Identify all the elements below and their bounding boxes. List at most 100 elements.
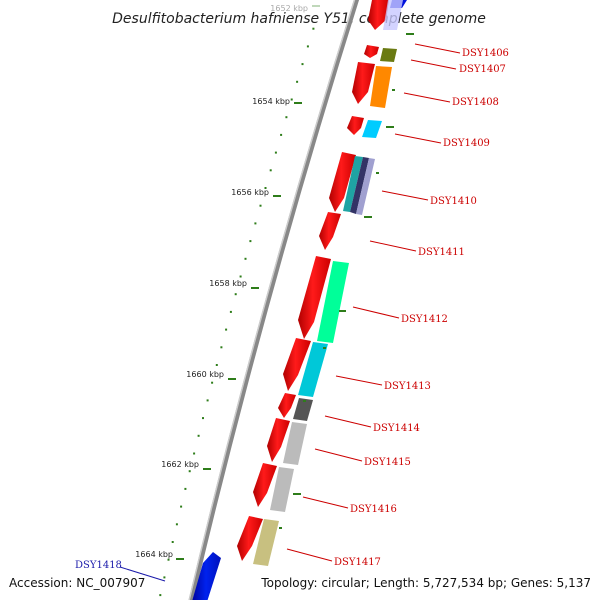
gene-label[interactable]: DSY1411 xyxy=(418,247,465,258)
forward-genes xyxy=(237,0,389,561)
track-dot xyxy=(306,45,309,48)
track-dot xyxy=(259,204,262,207)
track-dot xyxy=(301,63,304,66)
track-dot xyxy=(206,399,209,402)
cog-block-DSY1410-b[interactable] xyxy=(350,157,369,214)
gene-arrow-DSY1409[interactable] xyxy=(347,116,364,135)
reverse-gene-arrow[interactable] xyxy=(191,552,221,600)
track-dot xyxy=(197,434,200,437)
gene-label[interactable]: DSY1407 xyxy=(459,64,506,75)
track-dot xyxy=(188,470,191,473)
track-dot xyxy=(202,417,204,420)
scale-marks: 1652 kbp 1654 kbp 1656 kbp 1658 kbp 1660… xyxy=(135,4,320,560)
genome-backbone xyxy=(188,0,360,600)
track-dot xyxy=(229,310,232,313)
track-dot xyxy=(249,240,252,243)
gene-arrow-DSY1411[interactable] xyxy=(319,212,341,250)
track-dot xyxy=(234,293,237,296)
track-dot xyxy=(244,257,247,260)
track-dot xyxy=(193,452,196,455)
track-dot xyxy=(184,487,187,490)
gene-label[interactable]: DSY1410 xyxy=(430,196,477,207)
reverse-gene-leader xyxy=(119,566,166,582)
scale-label: 1660 kbp xyxy=(186,370,224,379)
cog-block-DSY1414[interactable] xyxy=(293,398,313,421)
gene-labels xyxy=(286,43,461,562)
track-dot xyxy=(269,169,272,172)
cog-block-DSY1406[interactable] xyxy=(380,48,397,62)
track-dot xyxy=(264,187,267,189)
scale-label: 1656 kbp xyxy=(231,188,269,197)
track-dot xyxy=(296,80,299,83)
track-dot xyxy=(180,505,183,508)
track-dot xyxy=(239,275,242,278)
gene-label[interactable]: DSY1412 xyxy=(401,314,448,325)
cog-block-DSY1416[interactable] xyxy=(270,467,294,512)
gene-arrow-partial[interactable] xyxy=(368,0,389,30)
scale-tick xyxy=(251,287,259,289)
cog-block-DSY1412[interactable] xyxy=(317,261,349,343)
gene-arrow-DSY1414[interactable] xyxy=(278,393,296,418)
track-dot xyxy=(225,328,228,331)
gene-label[interactable]: DSY1416 xyxy=(350,504,397,515)
genome-backbone-highlight xyxy=(188,0,356,600)
track-dot xyxy=(159,594,162,597)
track-dot xyxy=(290,98,293,101)
gene-arrow-DSY1413[interactable] xyxy=(283,338,311,391)
gene-label[interactable]: DSY1414 xyxy=(373,423,420,434)
gene-arrow-DSY1407-1408[interactable] xyxy=(352,62,375,104)
cog-blocks xyxy=(253,0,407,566)
gene-arrow-DSY1406[interactable] xyxy=(364,45,379,58)
gene-arrow-DSY1412[interactable] xyxy=(298,256,331,339)
gene-label-texts: DSY1406 DSY1407 DSY1408 DSY1409 DSY1410 … xyxy=(334,48,509,568)
gene-label[interactable]: DSY1406 xyxy=(462,48,509,59)
gene-label[interactable]: DSY1409 xyxy=(443,138,490,149)
track-dot xyxy=(175,523,178,526)
cog-block-top-lavender xyxy=(383,0,403,30)
track-dot xyxy=(285,116,288,119)
scale-label: 1662 kbp xyxy=(161,460,199,469)
gene-arrow-DSY1410[interactable] xyxy=(329,152,356,212)
track-dot xyxy=(167,558,170,561)
accession-text: Accession: NC_007907 xyxy=(9,576,145,590)
gene-label[interactable]: DSY1415 xyxy=(364,457,411,468)
scale-tick xyxy=(203,468,211,470)
cog-block-DSY1408[interactable] xyxy=(370,66,392,108)
gene-label[interactable]: DSY1408 xyxy=(452,97,499,108)
track-dot xyxy=(280,133,283,136)
track-dot xyxy=(163,576,166,579)
gene-arrow-DSY1415[interactable] xyxy=(267,418,290,462)
scale-label: 1664 kbp xyxy=(135,550,173,559)
map-title: Desulfitobacterium hafniense Y51, comple… xyxy=(112,11,486,27)
feature-marks xyxy=(279,33,414,529)
scale-tick xyxy=(273,195,281,197)
topology-text: Topology: circular; Length: 5,727,534 bp… xyxy=(260,576,591,590)
scale-tick xyxy=(228,378,236,380)
track-dot xyxy=(254,222,257,225)
gene-arrow-DSY1417[interactable] xyxy=(237,516,263,561)
track-dot xyxy=(274,151,277,154)
scale-tick xyxy=(312,5,320,7)
cog-block-DSY1410-a[interactable] xyxy=(343,156,363,212)
gene-label[interactable]: DSY1413 xyxy=(384,381,431,392)
track-dot xyxy=(211,381,214,384)
cog-block-DSY1413[interactable] xyxy=(298,342,328,397)
gene-arrow-DSY1416[interactable] xyxy=(253,463,277,507)
scale-tick xyxy=(176,558,184,560)
dotted-track xyxy=(159,27,315,597)
scale-label: 1652 kbp xyxy=(270,4,308,13)
scale-label: 1658 kbp xyxy=(209,279,247,288)
track-dot xyxy=(220,346,223,349)
cog-block-DSY1409[interactable] xyxy=(362,120,382,138)
track-dot xyxy=(312,27,315,30)
scale-label: 1654 kbp xyxy=(252,97,290,106)
cog-block-DSY1415[interactable] xyxy=(283,422,307,465)
cog-block-DSY1410-c[interactable] xyxy=(356,158,375,215)
scale-tick xyxy=(294,102,302,104)
track-dot xyxy=(171,541,174,543)
cog-block-DSY1417[interactable] xyxy=(253,519,279,566)
gene-label[interactable]: DSY1417 xyxy=(334,557,381,568)
track-dot xyxy=(215,364,218,366)
reverse-gene-label[interactable]: DSY1418 xyxy=(75,560,122,571)
